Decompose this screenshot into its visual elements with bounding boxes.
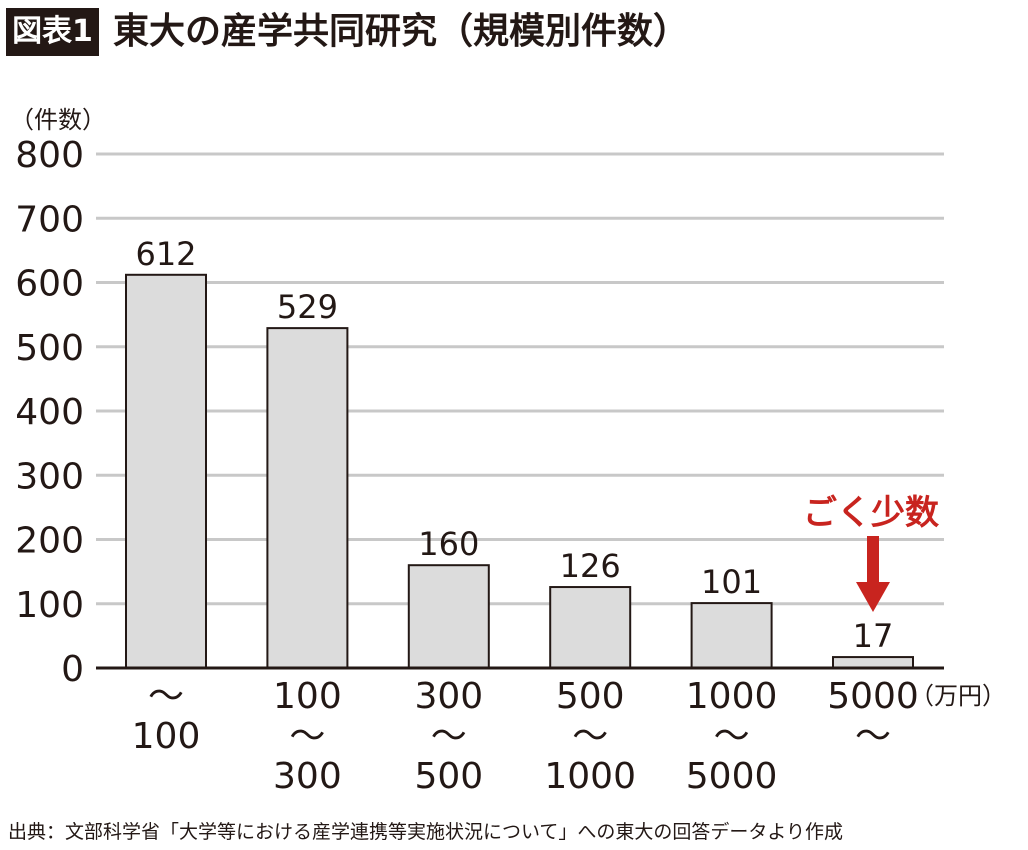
bar	[407, 564, 490, 670]
arrow-shaft	[867, 536, 879, 584]
data-label: 126	[560, 547, 621, 585]
figure-badge: 図表1	[6, 8, 99, 56]
data-label: 529	[277, 288, 338, 326]
callout-annotation: ごく少数	[803, 493, 939, 612]
y-tick-label: 500	[15, 328, 84, 369]
y-tick-label: 600	[15, 264, 84, 305]
x-tick-label: 〜	[714, 716, 750, 757]
chart-title: 東大の産学共同研究（規模別件数）	[113, 11, 690, 52]
x-tick-label: 〜	[572, 716, 608, 757]
x-tick-label: 300	[273, 756, 342, 797]
data-label: 17	[853, 617, 894, 655]
value-labels: 612 529 160 126 101 17	[135, 235, 893, 655]
y-tick-label: 800	[15, 135, 84, 176]
grid-lines	[96, 152, 944, 606]
x-tick-label: 1000	[544, 756, 636, 797]
y-axis-ticks: 0 100 200 300 400 500 600 700 800	[15, 135, 84, 690]
x-tick-label: 100	[273, 676, 342, 717]
data-label: 160	[418, 525, 479, 563]
x-tick-label: 〜	[289, 716, 325, 757]
x-tick-label: 5000	[686, 756, 778, 797]
y-axis-title: （件数）	[10, 106, 106, 134]
arrow-head	[856, 582, 890, 612]
bar	[690, 602, 773, 669]
y-tick-label: 300	[15, 456, 84, 497]
bar	[832, 656, 914, 670]
x-tick-label: 〜	[431, 716, 467, 757]
y-tick-label: 700	[15, 199, 84, 240]
x-tick-label: 〜	[855, 716, 891, 757]
x-tick-label: 100	[132, 716, 201, 757]
bar	[549, 586, 632, 669]
bar	[125, 273, 207, 669]
x-tick-label: 500	[414, 756, 483, 797]
x-tick-label: 1000	[686, 676, 778, 717]
x-tick-label: 5000	[827, 676, 919, 717]
x-tick-label: 〜	[148, 676, 184, 717]
bars	[125, 273, 914, 670]
data-label: 101	[701, 563, 762, 601]
x-tick-label: 300	[414, 676, 483, 717]
source-note: 出典：文部科学省「大学等における産学連携等実施状況について」への東大の回答データ…	[8, 821, 844, 843]
y-tick-label: 0	[61, 649, 84, 690]
x-axis-unit: （万円）	[910, 682, 1006, 710]
callout-label: ごく少数	[803, 493, 939, 533]
y-tick-label: 200	[15, 521, 84, 562]
x-tick-label: 500	[556, 676, 625, 717]
bar	[266, 327, 349, 669]
data-label: 612	[135, 235, 196, 273]
y-tick-label: 100	[15, 585, 84, 626]
y-tick-label: 400	[15, 392, 84, 433]
